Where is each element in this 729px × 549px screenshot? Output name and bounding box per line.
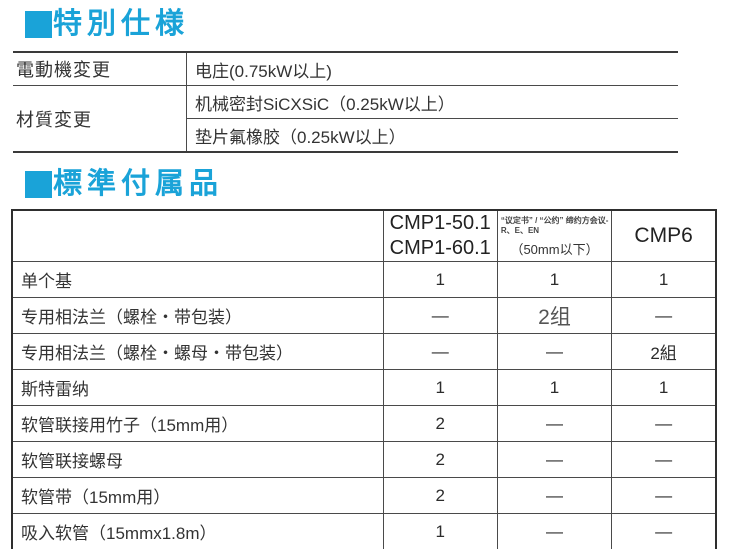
- section-marker-square-icon: [25, 170, 52, 198]
- table-row: 電動機変更 电庄(0.75kW以上): [13, 52, 678, 86]
- accessory-qty: —: [611, 513, 717, 549]
- accessory-qty: —: [496, 333, 613, 370]
- section-title-accessories: 標準付属品: [25, 166, 729, 202]
- table-row: 垫片氟橡胶（0.25kW以上）: [13, 118, 678, 153]
- accessory-qty: —: [496, 513, 613, 549]
- accessory-label: 专用相法兰（螺栓・带包装）: [11, 297, 384, 334]
- spec-value-material-1: 机械密封SiCXSiC（0.25kW以上）: [186, 85, 678, 119]
- accessory-qty: 2: [382, 405, 498, 442]
- table-row: 吸入软管（15mmx1.8m） 1 — —: [11, 513, 717, 549]
- accessory-qty: 1: [382, 513, 498, 549]
- header-model-mid: “议定书” / “公约” 缔约方会议-R、E、EN （50mm以下）: [496, 209, 613, 262]
- section-title-text: 標準付属品: [53, 167, 224, 200]
- accessory-qty: —: [496, 405, 613, 442]
- accessory-qty: —: [611, 297, 717, 334]
- accessory-qty: —: [382, 297, 498, 334]
- section-title-text: 特別仕様: [53, 7, 190, 40]
- accessory-qty: 2: [382, 441, 498, 478]
- spec-value-motor: 电庄(0.75kW以上): [186, 52, 678, 86]
- model-mid-note: “议定书” / “公约” 缔约方会议-R、E、EN: [500, 215, 609, 235]
- table-row: 材質変更 机械密封SiCXSiC（0.25kW以上）: [13, 85, 678, 153]
- accessories-table: CMP1-50.1 CMP1-60.1 “议定书” / “公约” 缔约方会议-R…: [11, 209, 717, 549]
- spec-label-material: 材質変更: [13, 85, 187, 153]
- accessory-qty: 1: [496, 369, 613, 406]
- accessory-qty: —: [611, 441, 717, 478]
- accessory-qty: 1: [611, 261, 717, 298]
- model-cmp6-label: CMP6: [634, 224, 693, 247]
- accessory-qty: —: [611, 477, 717, 514]
- table-row: 软管带（15mm用） 2 — —: [11, 477, 717, 514]
- accessory-qty: 2: [382, 477, 498, 514]
- spec-label-motor: 電動機変更: [13, 52, 187, 86]
- table-row: 专用相法兰（螺栓・带包装） — 2组 —: [11, 297, 717, 334]
- table-header-row: CMP1-50.1 CMP1-60.1 “议定书” / “公约” 缔约方会议-R…: [11, 209, 717, 262]
- accessory-label: 斯特雷纳: [11, 369, 384, 406]
- table-row: 软管联接用竹子（15mm用） 2 — —: [11, 405, 717, 442]
- section-marker-square-icon: [25, 10, 52, 38]
- accessory-qty: 1: [496, 261, 613, 298]
- model-cmp1-line1: CMP1-50.1: [389, 212, 491, 234]
- accessory-label: 专用相法兰（螺栓・螺母・带包装）: [11, 333, 384, 370]
- table-row: 专用相法兰（螺栓・螺母・带包装） — — 2組: [11, 333, 717, 370]
- accessory-qty: 1: [382, 369, 498, 406]
- section-title-special: 特別仕様: [25, 6, 729, 42]
- accessory-qty: 2组: [496, 297, 613, 334]
- accessory-qty: 1: [611, 369, 717, 406]
- spec-value-material-2: 垫片氟橡胶（0.25kW以上）: [186, 118, 678, 153]
- table-row: 软管联接螺母 2 — —: [11, 441, 717, 478]
- accessory-qty: 2組: [611, 333, 717, 370]
- accessory-label: 软管联接螺母: [11, 441, 384, 478]
- accessory-label: 单个基: [11, 261, 384, 298]
- header-empty-cell: [11, 209, 384, 262]
- accessory-label: 吸入软管（15mmx1.8m）: [11, 513, 384, 549]
- header-model-cmp1: CMP1-50.1 CMP1-60.1: [382, 209, 498, 262]
- special-spec-table: 電動機変更 电庄(0.75kW以上) 材質変更 机械密封SiCXSiC（0.25…: [13, 51, 678, 153]
- accessory-label: 软管联接用竹子（15mm用）: [11, 405, 384, 442]
- accessory-qty: —: [611, 405, 717, 442]
- accessory-qty: 1: [382, 261, 498, 298]
- header-model-cmp6: CMP6: [611, 209, 717, 262]
- accessory-qty: —: [496, 441, 613, 478]
- table-row: 斯特雷纳 1 1 1: [11, 369, 717, 406]
- model-cmp1-line2: CMP1-60.1: [389, 237, 491, 259]
- accessory-label: 软管带（15mm用）: [11, 477, 384, 514]
- table-row: 单个基 1 1 1: [11, 261, 717, 298]
- accessory-qty: —: [382, 333, 498, 370]
- accessory-qty: —: [496, 477, 613, 514]
- model-mid-size: （50mm以下）: [510, 242, 599, 258]
